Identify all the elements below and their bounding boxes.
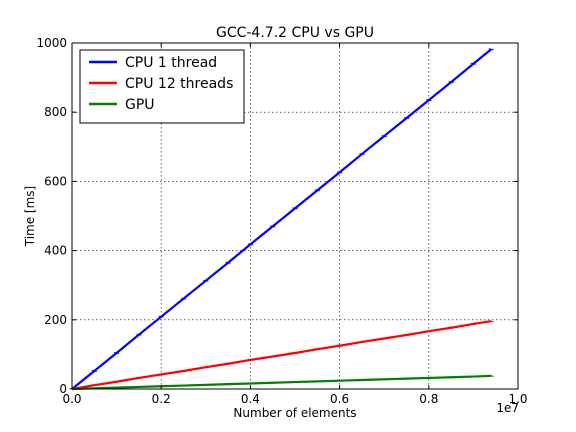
- data-point: [426, 330, 432, 333]
- data-point: [180, 370, 187, 372]
- data-point: [337, 344, 343, 347]
- y-axis-label: Time [ms]: [23, 186, 37, 248]
- data-point: [91, 384, 97, 387]
- data-point: [292, 352, 298, 355]
- data-point: [359, 340, 365, 343]
- x-axis-label: Number of elements: [233, 406, 356, 420]
- data-point: [225, 362, 231, 365]
- data-point: [359, 379, 365, 381]
- data-point: [203, 366, 209, 369]
- data-point: [403, 117, 410, 120]
- ticks: 0.0 0.2 0.4 0.6 0.8 1.0 0 200 400 600 800 1000: [36, 36, 527, 406]
- y-tick-label: 600: [44, 174, 67, 188]
- series-0: [69, 48, 494, 390]
- data-point: [270, 355, 276, 358]
- data-point: [426, 376, 432, 379]
- x-offset-label: 1e7: [496, 401, 519, 415]
- data-point: [180, 384, 187, 387]
- x-tick-label: 0.6: [330, 392, 349, 406]
- x-tick-label: 0.2: [152, 392, 171, 406]
- data-point: [314, 189, 320, 192]
- y-tick-label: 1000: [36, 36, 67, 50]
- data-point: [247, 358, 253, 361]
- data-point: [488, 320, 494, 323]
- data-point: [359, 153, 365, 156]
- legend: CPU 1 thread CPU 12 threads GPU: [79, 49, 245, 124]
- data-point: [136, 385, 142, 388]
- y-tick-label: 200: [44, 313, 67, 327]
- series-layer: [69, 48, 494, 391]
- data-point: [225, 261, 231, 264]
- data-point: [158, 373, 164, 376]
- data-point: [314, 380, 320, 383]
- data-point: [203, 383, 209, 386]
- data-point: [292, 207, 298, 210]
- series-line: [71, 48, 492, 390]
- data-point: [247, 243, 253, 246]
- y-tick-label: 400: [44, 244, 67, 258]
- y-tick-label: 800: [44, 105, 67, 119]
- data-point: [314, 348, 320, 351]
- series-line: [71, 320, 492, 391]
- data-point: [225, 383, 231, 386]
- x-tick-label: 0.0: [62, 392, 81, 406]
- data-point: [488, 48, 494, 51]
- data-point: [403, 377, 410, 380]
- y-tick-label: 0: [59, 382, 67, 396]
- data-point: [470, 62, 476, 65]
- legend-label: CPU 1 thread: [125, 55, 217, 71]
- data-point: [381, 135, 387, 138]
- data-point: [448, 81, 454, 84]
- data-point: [337, 171, 343, 174]
- data-point: [180, 297, 187, 300]
- data-point: [158, 315, 164, 318]
- data-point: [114, 352, 120, 355]
- data-point: [426, 99, 432, 102]
- data-point: [337, 379, 343, 382]
- data-point: [381, 378, 387, 381]
- data-point: [292, 381, 298, 384]
- data-point: [448, 376, 454, 379]
- data-point: [136, 333, 142, 336]
- series-2: [69, 374, 494, 391]
- data-point: [203, 279, 209, 282]
- series-line: [71, 374, 492, 391]
- x-tick-label: 0.4: [241, 392, 260, 406]
- data-point: [270, 225, 276, 228]
- x-tick-label: 1.0: [508, 392, 527, 406]
- data-point: [448, 326, 454, 329]
- data-point: [247, 382, 253, 385]
- data-point: [114, 386, 120, 389]
- data-point: [114, 380, 120, 383]
- data-point: [470, 375, 476, 378]
- data-point: [470, 322, 476, 325]
- data-point: [270, 381, 276, 384]
- plot-frame: [71, 42, 519, 390]
- data-point: [91, 370, 97, 372]
- data-point: [488, 374, 494, 377]
- legend-label: GPU: [125, 97, 155, 113]
- data-point: [403, 334, 410, 337]
- x-tick-label: 0.8: [419, 392, 438, 406]
- data-point: [136, 376, 142, 379]
- chart-title: GCC-4.7.2 CPU vs GPU: [216, 25, 374, 41]
- data-point: [381, 337, 387, 340]
- legend-label: CPU 12 threads: [125, 76, 233, 92]
- series-1: [69, 320, 494, 391]
